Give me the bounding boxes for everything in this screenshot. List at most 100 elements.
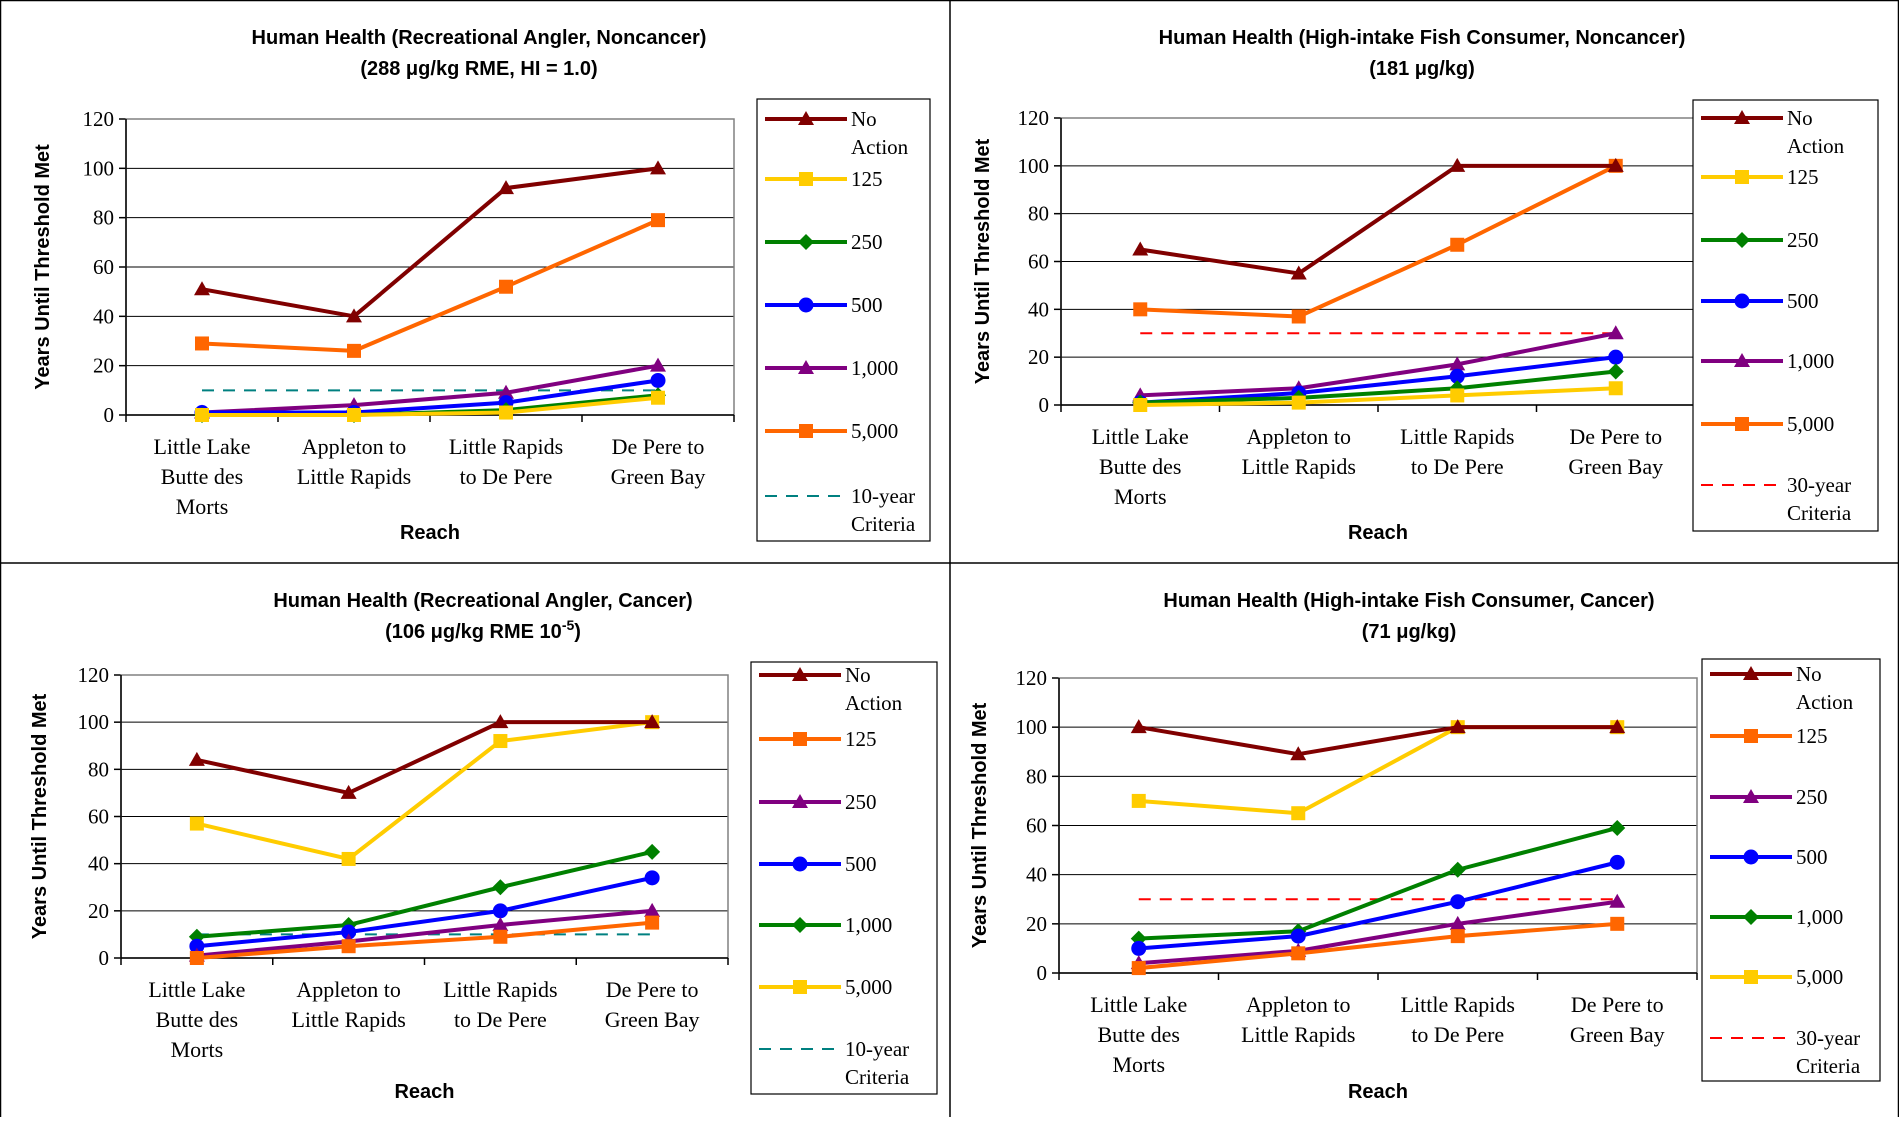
y-axis-title: Years Until Threshold Met bbox=[32, 144, 54, 390]
chart-svg: Human Health (Recreational Angler, Cance… bbox=[29, 590, 938, 1103]
legend-item: 30-year Criteria bbox=[1701, 473, 1852, 525]
legend-item: 1,000 bbox=[1701, 349, 1834, 373]
data-point bbox=[1609, 719, 1626, 734]
series-250 bbox=[1130, 893, 1626, 970]
data-point bbox=[492, 916, 509, 931]
legend-marker bbox=[1735, 417, 1749, 431]
data-point bbox=[1133, 302, 1148, 317]
legend-marker bbox=[799, 424, 813, 438]
data-point bbox=[1290, 746, 1307, 761]
series-line bbox=[1140, 355, 1616, 405]
y-tick-label: 60 bbox=[1028, 250, 1049, 274]
series-line bbox=[201, 363, 659, 415]
legend-marker bbox=[1743, 909, 1759, 925]
legend-marker bbox=[1743, 666, 1759, 680]
data-point bbox=[644, 902, 661, 917]
data-point bbox=[498, 384, 514, 399]
legend-marker bbox=[792, 794, 808, 808]
legend-box bbox=[1692, 99, 1879, 532]
data-point bbox=[1133, 398, 1148, 412]
series-line bbox=[1138, 899, 1618, 966]
legend-marker bbox=[798, 234, 814, 250]
x-tick-label: De Pere to Green Bay bbox=[611, 434, 706, 489]
legend: No Action 125 250 500 1,000 5,000 30-year Criter… bbox=[1692, 99, 1879, 532]
legend-label: No Action bbox=[845, 663, 903, 715]
legend-item: 1,000 bbox=[765, 356, 898, 380]
legend-item: 250 bbox=[1701, 228, 1819, 252]
data-point bbox=[1291, 806, 1306, 821]
data-point bbox=[1450, 929, 1465, 944]
y-tick-label: 20 bbox=[1026, 912, 1047, 936]
y-tick-label: 120 bbox=[78, 663, 110, 687]
data-point bbox=[1449, 719, 1466, 734]
legend-item: 250 bbox=[759, 790, 877, 814]
data-point bbox=[650, 372, 666, 388]
legend-item: No Action bbox=[759, 663, 903, 715]
x-tick-label: Appleton to Little Rapids bbox=[291, 977, 405, 1032]
y-tick-label: 80 bbox=[1026, 764, 1047, 788]
x-tick-label: Little Lake Butte des Morts bbox=[153, 434, 250, 519]
series-line bbox=[196, 720, 653, 795]
data-point bbox=[1609, 854, 1625, 870]
legend-label: 500 bbox=[845, 852, 877, 876]
legend-label: 250 bbox=[845, 790, 877, 814]
x-tick-label: Little Rapids to De Pere bbox=[449, 434, 563, 489]
data-point bbox=[651, 390, 665, 405]
data-point bbox=[1609, 893, 1626, 908]
legend-item: No Action bbox=[1710, 662, 1854, 714]
legend-label: 250 bbox=[1796, 785, 1828, 809]
chart-title: Human Health (High-intake Fish Consumer,… bbox=[1163, 590, 1654, 612]
legend-marker bbox=[792, 917, 808, 933]
series-line bbox=[202, 378, 659, 415]
legend-marker bbox=[793, 732, 807, 746]
data-point bbox=[1132, 241, 1149, 256]
series-line bbox=[1138, 921, 1618, 971]
data-point bbox=[1131, 940, 1147, 956]
chart-svg: Human Health (High-intake Fish Consumer,… bbox=[969, 590, 1881, 1103]
y-axis-title: Years Until Threshold Met bbox=[29, 693, 51, 939]
x-tick-label: Appleton to Little Rapids bbox=[1241, 992, 1355, 1047]
legend: No Action 125 250 500 1,000 5,000 30-year Criter… bbox=[1701, 658, 1881, 1082]
chart-svg: Human Health (Recreational Angler, Nonca… bbox=[32, 27, 931, 544]
legend-label: 5,000 bbox=[845, 975, 892, 999]
chart-title: Human Health (Recreational Angler, Cance… bbox=[273, 590, 692, 612]
data-point bbox=[195, 408, 209, 422]
data-point bbox=[347, 408, 361, 422]
y-tick-label: 40 bbox=[1028, 297, 1049, 321]
y-tick-label: 80 bbox=[88, 757, 109, 781]
data-point bbox=[492, 714, 509, 729]
chart-panel-recreational-noncancer: Human Health (Recreational Angler, Nonca… bbox=[1, 1, 949, 561]
series-125 bbox=[195, 390, 665, 422]
legend-label: 1,000 bbox=[851, 356, 898, 380]
x-tick-label: De Pere to Green Bay bbox=[1570, 992, 1665, 1047]
legend-label: 125 bbox=[1787, 165, 1819, 189]
series-125 bbox=[1133, 381, 1623, 412]
series-line bbox=[196, 875, 653, 949]
y-tick-label: 0 bbox=[104, 403, 115, 427]
legend-marker bbox=[1734, 110, 1750, 124]
legend-item: 500 bbox=[1710, 845, 1828, 869]
data-point bbox=[1131, 793, 1146, 808]
legend-marker bbox=[792, 667, 808, 681]
y-tick-label: 120 bbox=[1018, 106, 1050, 130]
chart-subtitle: (106 μg/kg RME 10-5) bbox=[385, 617, 581, 643]
data-point bbox=[341, 851, 356, 866]
series-5-000 bbox=[1131, 720, 1625, 821]
legend-marker bbox=[798, 360, 814, 374]
x-tick-label: Appleton to Little Rapids bbox=[297, 434, 411, 489]
legend-item: No Action bbox=[1701, 106, 1845, 158]
series-line bbox=[202, 395, 659, 417]
x-axis-title: Reach bbox=[1348, 1081, 1408, 1103]
legend-marker bbox=[1744, 970, 1758, 984]
series-line bbox=[196, 908, 653, 958]
legend: No Action 125 250 500 1,000 5,000 10-year Criter… bbox=[750, 661, 938, 1095]
legend-marker bbox=[1744, 729, 1758, 743]
data-point bbox=[341, 939, 356, 954]
legend-label: 5,000 bbox=[851, 419, 898, 443]
legend-box bbox=[756, 98, 931, 542]
legend-item: 125 bbox=[1701, 165, 1819, 189]
data-point bbox=[1610, 916, 1625, 931]
data-point bbox=[1450, 388, 1465, 403]
data-point bbox=[1290, 265, 1307, 280]
y-tick-label: 20 bbox=[93, 354, 114, 378]
